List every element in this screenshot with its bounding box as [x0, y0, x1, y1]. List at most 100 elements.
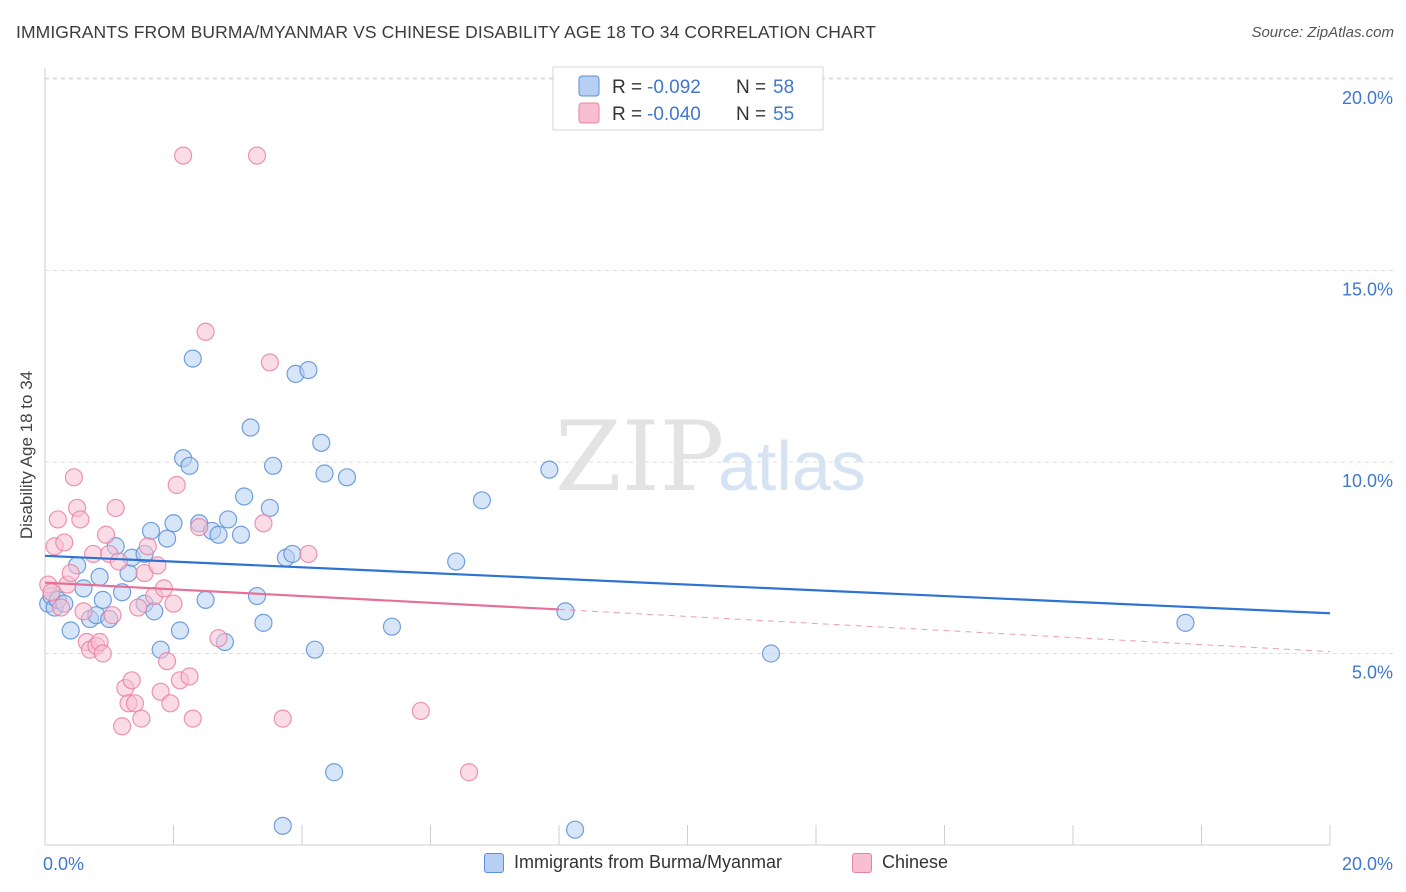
chinese-point — [93, 644, 112, 663]
legend-n-value: 58 — [773, 77, 794, 98]
series-chinese-points — [39, 146, 479, 782]
correlation-legend: R = -0.092 N = 58 R = -0.040 N = 55 — [552, 66, 824, 131]
chinese-point — [42, 583, 61, 602]
burma-point — [183, 349, 202, 368]
chinese-point — [48, 510, 67, 529]
legend-label-chinese: Chinese — [882, 852, 949, 872]
chinese-point — [51, 598, 71, 617]
chinese-trend-extension — [558, 608, 1331, 653]
axes — [44, 68, 1331, 846]
source-label: Source: ZipAtlas.com — [1251, 24, 1394, 41]
burma-point — [299, 360, 318, 380]
burma-point — [540, 460, 559, 479]
chinese-point — [247, 146, 267, 165]
x-tick-label: 20.0% — [1342, 854, 1393, 874]
burma-point — [247, 586, 267, 606]
burma-point — [180, 456, 199, 475]
y-tick-labels: 5.0% 10.0% 15.0% 20.0% — [1342, 88, 1393, 683]
chinese-point — [459, 763, 479, 782]
burma-point — [565, 820, 585, 839]
chinese-point — [148, 556, 167, 575]
legend-swatch-pink — [578, 102, 600, 124]
burma-point — [305, 640, 324, 659]
burma-point — [219, 510, 238, 529]
legend-n-value: 55 — [773, 104, 794, 125]
x-tick-labels: 0.0% 20.0% — [43, 854, 1393, 874]
chinese-point — [161, 694, 180, 713]
y-axis-title: Disability Age 18 to 34 — [17, 370, 36, 540]
legend-item-burma[interactable]: Immigrants from Burma/Myanmar — [484, 852, 782, 873]
burma-point — [447, 552, 466, 571]
burma-point — [157, 529, 177, 548]
burma-point — [283, 544, 302, 564]
burma-point — [209, 525, 228, 544]
burma-point — [382, 617, 402, 636]
chinese-point — [84, 544, 103, 564]
legend-item-chinese[interactable]: Chinese — [852, 852, 948, 873]
burma-point — [74, 579, 93, 598]
legend-n-label: N = — [736, 77, 766, 98]
chinese-point — [64, 468, 84, 487]
legend-swatch-blue — [578, 75, 600, 97]
chinese-trend-line — [44, 581, 560, 611]
burma-point — [90, 567, 109, 587]
x-tick-label: 0.0% — [43, 854, 84, 874]
chinese-point — [103, 606, 122, 625]
burma-point — [260, 498, 279, 518]
chinese-point — [190, 518, 209, 537]
burma-point — [761, 644, 781, 663]
legend-r-label: R = — [612, 77, 642, 98]
legend-n-label: N = — [736, 104, 766, 125]
burma-point — [164, 514, 183, 533]
burma-point — [241, 418, 260, 437]
chinese-point — [96, 525, 116, 544]
chinese-point — [273, 709, 292, 728]
burma-point — [1176, 613, 1195, 632]
burma-point — [61, 621, 80, 640]
watermark-zip: ZIP — [555, 401, 724, 513]
chinese-point — [209, 629, 228, 648]
burma-point — [325, 763, 344, 782]
burma-point — [273, 816, 292, 835]
legend-swatch-pink — [852, 852, 872, 873]
burma-point — [170, 621, 190, 640]
chinese-point — [109, 552, 128, 571]
y-tick-label: 15.0% — [1342, 280, 1393, 300]
chinese-point — [132, 709, 151, 728]
y-tick-label: 20.0% — [1342, 88, 1393, 108]
burma-point — [145, 602, 164, 621]
legend-r-value: -0.040 — [647, 104, 701, 125]
y-tick-label: 5.0% — [1352, 663, 1393, 683]
chinese-point — [164, 594, 183, 613]
chinese-point — [299, 544, 318, 564]
chinese-point — [71, 510, 90, 529]
watermark-atlas: atlas — [718, 427, 866, 505]
burma-point — [312, 433, 331, 452]
burma-point — [315, 464, 334, 483]
chinese-point — [106, 498, 125, 518]
chinese-point — [254, 514, 273, 533]
legend-r-label: R = — [612, 104, 642, 125]
gridlines — [45, 77, 1395, 654]
chinese-point — [138, 537, 157, 556]
burma-point — [141, 521, 161, 541]
burma-point — [472, 491, 491, 510]
chinese-point — [125, 694, 145, 713]
burma-point — [93, 590, 112, 609]
chinese-point — [196, 322, 215, 341]
chinese-point — [260, 353, 279, 372]
chinese-point — [180, 667, 199, 686]
burma-point — [235, 487, 254, 506]
y-tick-label: 10.0% — [1342, 471, 1393, 491]
burma-trend-line — [44, 554, 1331, 615]
chinese-point — [122, 671, 141, 690]
chinese-point — [74, 602, 93, 621]
chinese-point — [174, 146, 193, 165]
chinese-point — [157, 652, 177, 671]
burma-point — [556, 602, 575, 621]
burma-point — [337, 468, 357, 487]
burma-point — [254, 613, 273, 632]
trend-lines — [44, 554, 1331, 653]
zipatlas-watermark: ZIP atlas — [555, 401, 866, 513]
